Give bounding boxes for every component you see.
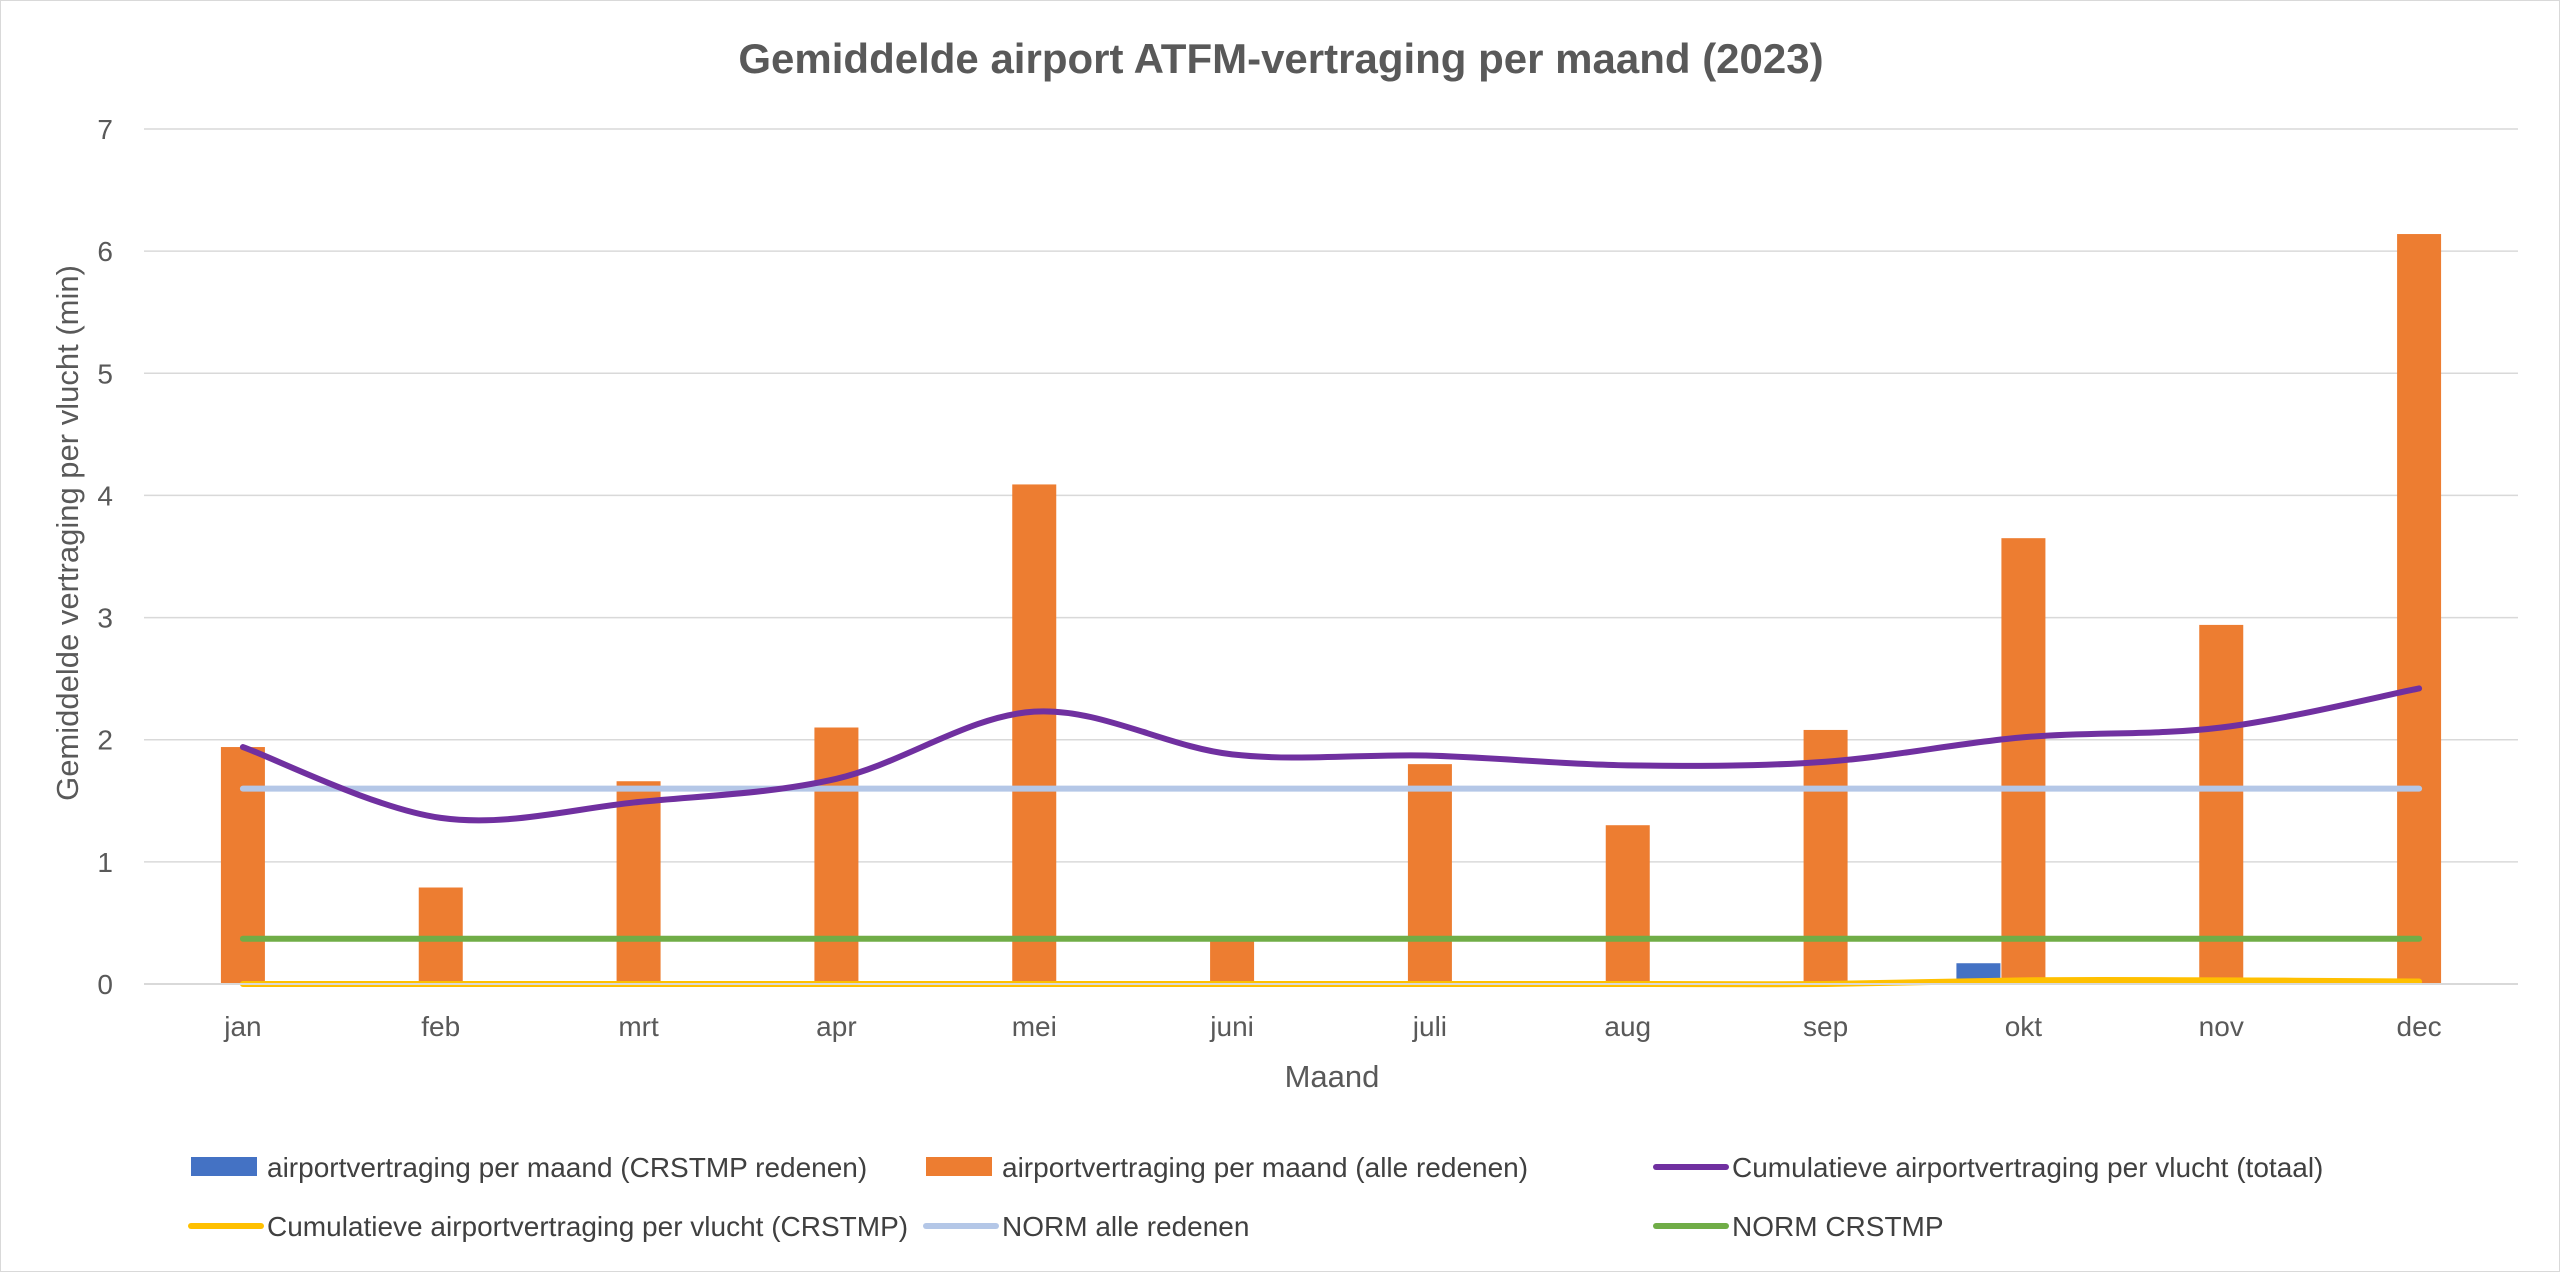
legend-item: NORM CRSTMP	[1653, 1211, 1944, 1242]
y-tick-label: 0	[97, 969, 113, 1000]
y-tick-label: 7	[97, 114, 113, 145]
legend-label: airportvertraging per maand (alle redene…	[1002, 1152, 1528, 1183]
legend-item: airportvertraging per maand (alle redene…	[926, 1152, 1528, 1183]
y-axis-ticks: 0 1 2 3 4 5 6 7	[97, 114, 113, 1000]
x-tick-label: jan	[223, 1011, 261, 1042]
legend-label: Cumulatieve airportvertraging per vlucht…	[267, 1211, 908, 1242]
x-axis-ticks: jan feb mrt apr mei juni juli aug sep okt nov dec	[223, 1011, 2441, 1042]
legend-item: NORM alle redenen	[923, 1211, 1249, 1242]
legend-item: Cumulatieve airportvertraging per vlucht…	[188, 1211, 908, 1242]
legend-label: airportvertraging per maand (CRSTMP rede…	[267, 1152, 867, 1183]
legend-label: Cumulatieve airportvertraging per vlucht…	[1732, 1152, 2323, 1183]
x-tick-label: juni	[1209, 1011, 1254, 1042]
bar	[1605, 825, 1650, 984]
legend-label: NORM alle redenen	[1002, 1211, 1249, 1242]
x-tick-label: apr	[816, 1011, 856, 1042]
bar	[1210, 940, 1255, 984]
y-axis-title: Gemiddelde vertraging per vlucht (min)	[50, 265, 85, 801]
x-axis-title: Maand	[1285, 1059, 1380, 1094]
x-tick-label: aug	[1604, 1011, 1651, 1042]
bar	[2199, 624, 2244, 984]
x-tick-label: dec	[2397, 1011, 2442, 1042]
x-tick-label: nov	[2199, 1011, 2244, 1042]
bar	[1012, 484, 1057, 984]
y-tick-label: 6	[97, 236, 113, 267]
bars	[220, 234, 2442, 985]
bar	[2001, 538, 2046, 984]
legend-swatch	[926, 1157, 992, 1176]
series-lines	[239, 685, 2423, 988]
legend-label: NORM CRSTMP	[1732, 1211, 1944, 1242]
x-tick-label: mrt	[618, 1011, 659, 1042]
y-tick-label: 2	[97, 725, 113, 756]
x-tick-label: mei	[1012, 1011, 1057, 1042]
chart-title: Gemiddelde airport ATFM-vertraging per m…	[738, 35, 1823, 82]
y-tick-label: 3	[97, 603, 113, 634]
bar	[418, 887, 463, 984]
x-tick-label: sep	[1803, 1011, 1848, 1042]
x-tick-label: feb	[421, 1011, 460, 1042]
bar	[616, 781, 661, 984]
legend: airportvertraging per maand (CRSTMP rede…	[188, 1152, 2323, 1242]
y-tick-label: 4	[97, 480, 113, 511]
legend-item: Cumulatieve airportvertraging per vlucht…	[1653, 1152, 2323, 1183]
x-tick-label: juli	[1412, 1011, 1447, 1042]
y-tick-label: 5	[97, 358, 113, 389]
line-cumulatieve-airportvertraging-per-vlucht-totaal	[239, 685, 2423, 824]
legend-swatch	[191, 1157, 257, 1176]
y-tick-label: 1	[97, 847, 113, 878]
bar	[1803, 729, 1848, 984]
bar	[814, 727, 859, 984]
gridlines	[144, 128, 2518, 863]
x-tick-label: okt	[2005, 1011, 2043, 1042]
bar	[220, 747, 265, 984]
bar	[2397, 234, 2442, 985]
bar	[1407, 764, 1452, 984]
legend-item: airportvertraging per maand (CRSTMP rede…	[191, 1152, 867, 1183]
